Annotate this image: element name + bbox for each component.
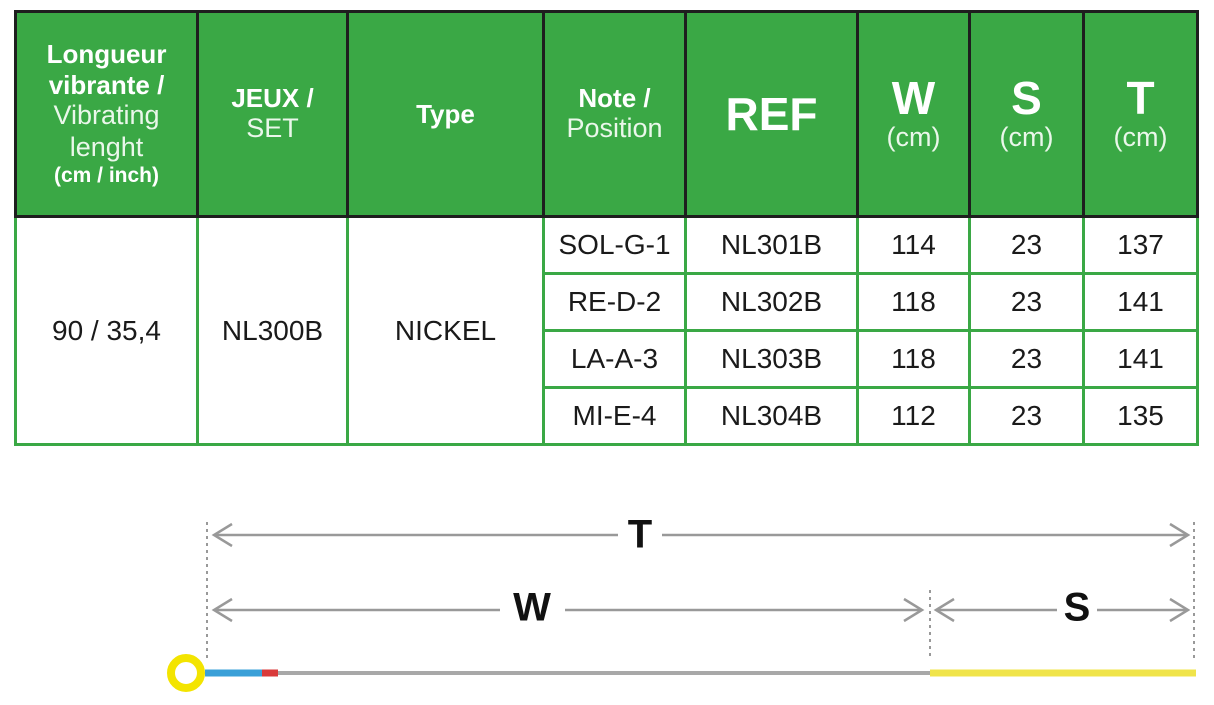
header-text: Vibrating bbox=[53, 100, 160, 131]
table-cell: LA-A-3 bbox=[542, 329, 687, 389]
header-text: lenght bbox=[69, 132, 144, 163]
header-cell: W (cm) bbox=[856, 10, 971, 218]
table-cell: NL303B bbox=[684, 329, 859, 389]
table-cell: SOL-G-1 bbox=[542, 215, 687, 275]
header-text: vibrante / bbox=[48, 69, 165, 100]
table-cell: 23 bbox=[968, 272, 1085, 332]
header-text: SET bbox=[246, 113, 299, 144]
group-cell: 90 / 35,4 bbox=[14, 215, 199, 446]
header-text: T bbox=[1126, 71, 1155, 124]
table-cell: 137 bbox=[1082, 215, 1199, 275]
group-cell: NL300B bbox=[196, 215, 349, 446]
header-text: (cm) bbox=[999, 122, 1054, 153]
table-cell: 23 bbox=[968, 329, 1085, 389]
header-cell: S (cm) bbox=[968, 10, 1085, 218]
header-cell: Longueur vibrante / Vibrating lenght (cm / i… bbox=[14, 10, 199, 218]
table-cell: 114 bbox=[856, 215, 971, 275]
table-cell: 141 bbox=[1082, 329, 1199, 389]
table-cell: 112 bbox=[856, 386, 971, 446]
spec-table: Longueur vibrante / Vibrating lenght (cm / i… bbox=[14, 10, 1199, 446]
table-cell: 118 bbox=[856, 329, 971, 389]
header-text: REF bbox=[725, 87, 818, 140]
header-text: (cm) bbox=[1113, 122, 1168, 153]
table-row: LA-A-3 NL303B 118 23 141 bbox=[16, 329, 1199, 389]
group-cell: NICKEL bbox=[346, 215, 545, 446]
header-text: Position bbox=[566, 113, 663, 144]
arrow-head bbox=[903, 597, 925, 623]
table-cell: 23 bbox=[968, 215, 1085, 275]
header-text: S bbox=[1011, 71, 1042, 124]
header-cell: Note / Position bbox=[542, 10, 687, 218]
header-text: Type bbox=[416, 98, 475, 129]
header-row: Longueur vibrante / Vibrating lenght (cm / i… bbox=[14, 10, 1199, 218]
table-cell: RE-D-2 bbox=[542, 272, 687, 332]
header-text: (cm) bbox=[886, 122, 941, 153]
arrow-head bbox=[211, 522, 233, 548]
header-text: Note / bbox=[578, 82, 651, 113]
arrow-head bbox=[211, 597, 233, 623]
header-text: W bbox=[891, 71, 936, 124]
table-body: 90 / 35,4 NL300B NICKEL SOL-G-1 NL301B 114 23 1… bbox=[14, 215, 1199, 446]
header-cell: JEUX / SET bbox=[196, 10, 349, 218]
header-cell: T (cm) bbox=[1082, 10, 1199, 218]
table-cell: MI-E-4 bbox=[542, 386, 687, 446]
table-cell: 141 bbox=[1082, 272, 1199, 332]
arrow-head bbox=[933, 597, 955, 623]
header-text: Longueur bbox=[46, 39, 167, 70]
table-cell: 23 bbox=[968, 386, 1085, 446]
dimension-label: W bbox=[513, 586, 551, 630]
table-row: RE-D-2 NL302B 118 23 141 bbox=[16, 272, 1199, 332]
dimension-label: T bbox=[628, 513, 652, 557]
table-cell: NL302B bbox=[684, 272, 859, 332]
header-text: (cm / inch) bbox=[53, 164, 159, 188]
table-cell: NL301B bbox=[684, 215, 859, 275]
table-cell: 135 bbox=[1082, 386, 1199, 446]
header-text: JEUX / bbox=[231, 82, 314, 113]
table-cell: 118 bbox=[856, 272, 971, 332]
ball-end bbox=[167, 654, 205, 692]
arrow-head bbox=[1169, 597, 1191, 623]
header-cell: Type bbox=[346, 10, 545, 218]
header-cell: REF bbox=[684, 10, 859, 218]
dimension-label: S bbox=[1064, 586, 1091, 630]
table-row: MI-E-4 NL304B 112 23 135 bbox=[16, 386, 1199, 446]
arrow-head bbox=[1169, 522, 1191, 548]
table-cell: NL304B bbox=[684, 386, 859, 446]
table-row: 90 / 35,4 NL300B NICKEL SOL-G-1 NL301B 114 23 1… bbox=[14, 215, 1199, 446]
